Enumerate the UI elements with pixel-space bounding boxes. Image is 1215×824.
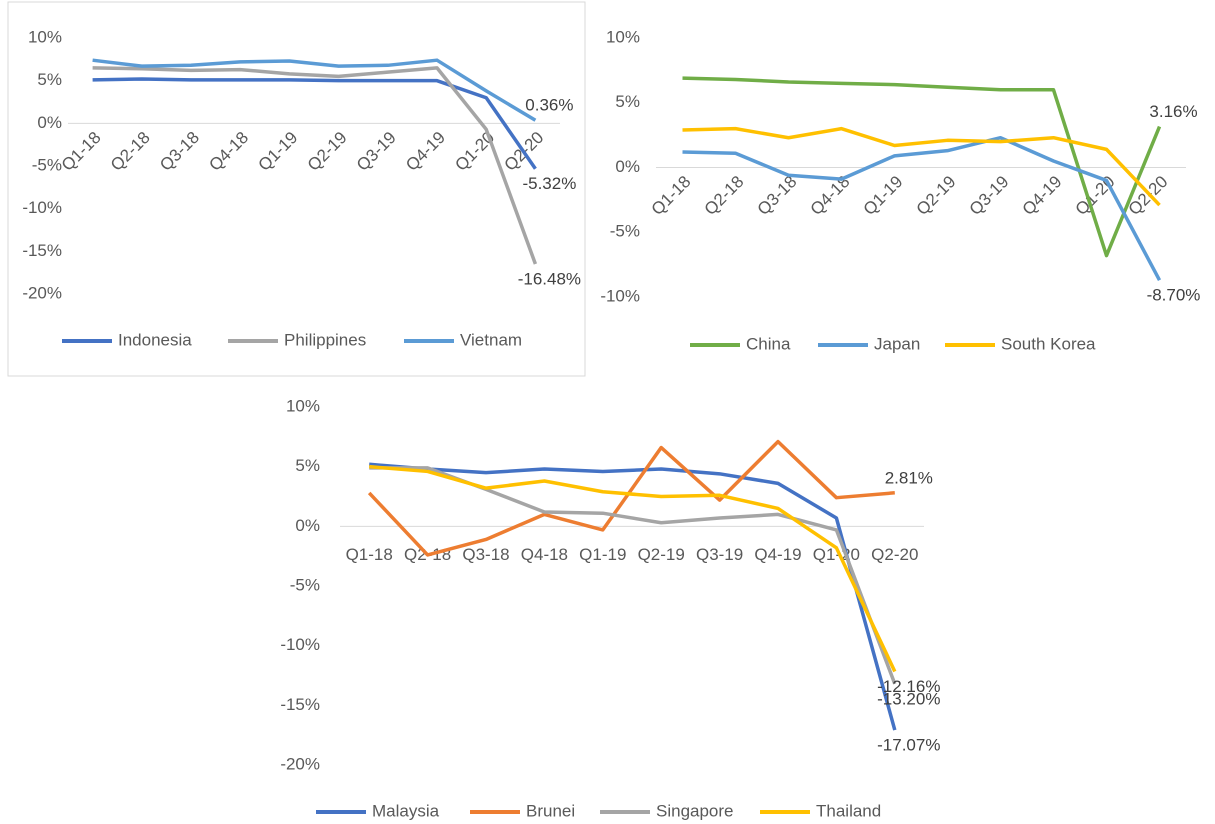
x-tick-label: Q2-18 — [107, 128, 154, 175]
y-tick-label: -5% — [610, 222, 640, 241]
x-tick-label: Q1-18 — [58, 128, 105, 175]
data-label: -17.07% — [877, 736, 940, 755]
data-label: -8.70% — [1147, 286, 1201, 305]
y-tick-label: 10% — [286, 396, 320, 415]
y-tick-label: 0% — [37, 113, 62, 132]
data-label: 0.36% — [525, 96, 573, 115]
x-tick-label: Q4-18 — [521, 545, 568, 564]
data-label: 2.81% — [885, 468, 933, 487]
x-tick-label: Q1-18 — [346, 545, 393, 564]
legend-label: Singapore — [656, 801, 734, 820]
x-tick-label: Q1-20 — [451, 128, 498, 175]
x-tick-label: Q4-19 — [754, 545, 801, 564]
x-tick-label: Q2-20 — [871, 545, 918, 564]
x-tick-label: Q3-19 — [966, 172, 1013, 219]
y-tick-label: -20% — [22, 283, 62, 302]
x-tick-label: Q3-18 — [156, 128, 203, 175]
data-label: 3.16% — [1149, 102, 1197, 121]
y-tick-label: -20% — [280, 754, 320, 773]
legend-label: South Korea — [1001, 334, 1096, 353]
x-tick-label: Q1-19 — [579, 545, 626, 564]
y-tick-label: -10% — [22, 198, 62, 217]
data-label: -16.48% — [518, 269, 581, 288]
x-tick-label: Q2-19 — [638, 545, 685, 564]
y-tick-label: -10% — [600, 286, 640, 305]
y-tick-label: 0% — [615, 157, 640, 176]
series-line — [682, 76, 1162, 258]
y-tick-label: -5% — [290, 575, 320, 594]
x-tick-label: Q3-18 — [462, 545, 509, 564]
x-tick-label: Q1-20 — [1072, 172, 1119, 219]
y-tick-label: 0% — [295, 516, 320, 535]
legend-label: Japan — [874, 334, 920, 353]
data-label: -5.32% — [522, 174, 576, 193]
series-line — [682, 135, 1162, 281]
data-label: -13.20% — [877, 689, 940, 708]
y-tick-label: -5% — [32, 155, 62, 174]
legend-label: Philippines — [284, 330, 366, 349]
y-tick-label: 10% — [28, 27, 62, 46]
series-line — [92, 58, 537, 122]
legend-label: Thailand — [816, 801, 881, 820]
x-tick-label: Q1-18 — [648, 172, 695, 219]
y-tick-label: 5% — [615, 92, 640, 111]
legend-label: Malaysia — [372, 801, 440, 820]
series-line — [92, 77, 537, 170]
legend-label: China — [746, 334, 791, 353]
x-tick-label: Q1-19 — [860, 172, 907, 219]
series-line — [92, 66, 538, 265]
series-line — [682, 126, 1161, 207]
y-tick-label: -15% — [22, 241, 62, 260]
x-tick-label: Q2-19 — [913, 172, 960, 219]
legend-label: Brunei — [526, 801, 575, 820]
y-tick-label: -10% — [280, 635, 320, 654]
series-line — [369, 464, 897, 673]
y-tick-label: 10% — [606, 27, 640, 46]
chart-frame — [7, 1, 586, 377]
x-tick-label: Q3-19 — [353, 128, 400, 175]
y-tick-label: 5% — [295, 456, 320, 475]
x-tick-label: Q4-18 — [205, 128, 252, 175]
y-tick-label: -15% — [280, 695, 320, 714]
x-tick-label: Q2-18 — [701, 172, 748, 219]
legend-label: Vietnam — [460, 330, 522, 349]
x-tick-label: Q3-19 — [696, 545, 743, 564]
x-tick-label: Q3-18 — [754, 172, 801, 219]
data-label: -12.16% — [877, 677, 940, 696]
series-line — [367, 439, 895, 557]
series-line — [369, 466, 897, 685]
x-tick-label: Q4-19 — [402, 128, 449, 175]
x-tick-label: Q2-19 — [304, 128, 351, 175]
x-tick-label: Q1-19 — [255, 128, 302, 175]
series-line — [369, 462, 897, 731]
x-tick-label: Q4-19 — [1019, 172, 1066, 219]
legend-label: Indonesia — [118, 330, 192, 349]
y-tick-label: 5% — [37, 70, 62, 89]
